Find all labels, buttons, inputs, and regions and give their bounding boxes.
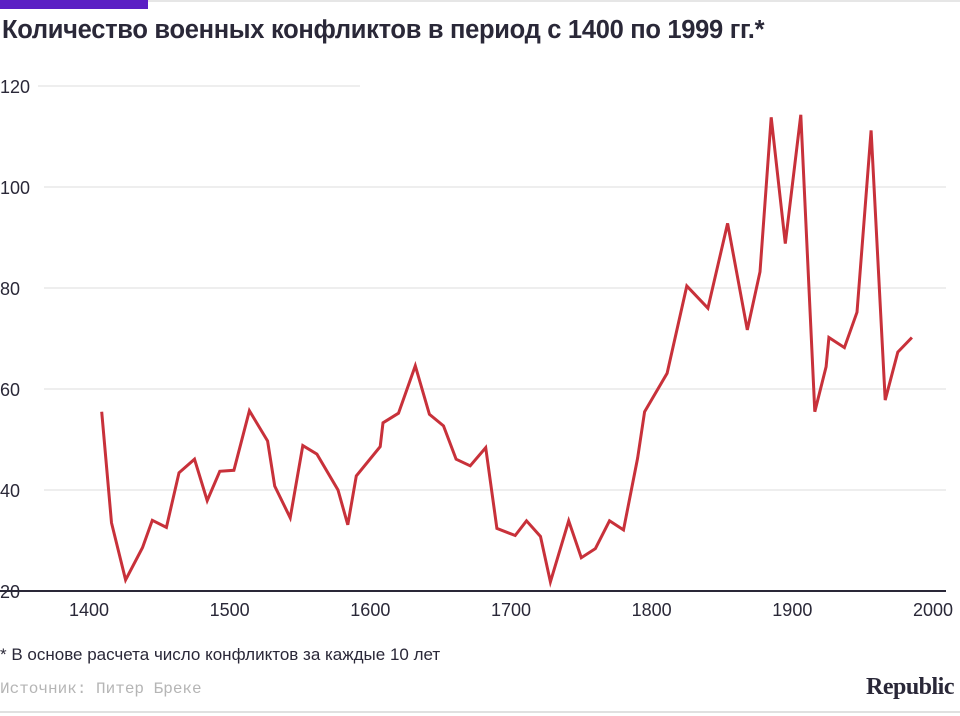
x-tick-label: 1800 [632,600,672,620]
y-tick-label: 80 [0,279,20,299]
x-tick-label: 1400 [69,600,109,620]
republic-logo: Republic [865,674,955,700]
x-tick-label: 1600 [350,600,390,620]
x-tick-label: 1900 [772,600,812,620]
top-divider [148,0,960,2]
source-text: Источник: Питер Бреке [0,680,202,698]
x-tick-label: 2000 [913,600,953,620]
x-tick-label: 1700 [491,600,531,620]
y-tick-label: 40 [0,481,20,501]
bottom-divider [0,711,960,713]
y-tick-label: 120 [0,77,30,97]
footnote: * В основе расчета число конфликтов за к… [0,645,441,664]
x-tick-label: 1500 [210,600,250,620]
y-tick-label: 60 [0,380,20,400]
series-line [100,114,913,588]
y-tick-label: 100 [0,178,30,198]
accent-bar [0,0,148,9]
chart-title: Количество военных конфликтов в период с… [2,16,765,44]
